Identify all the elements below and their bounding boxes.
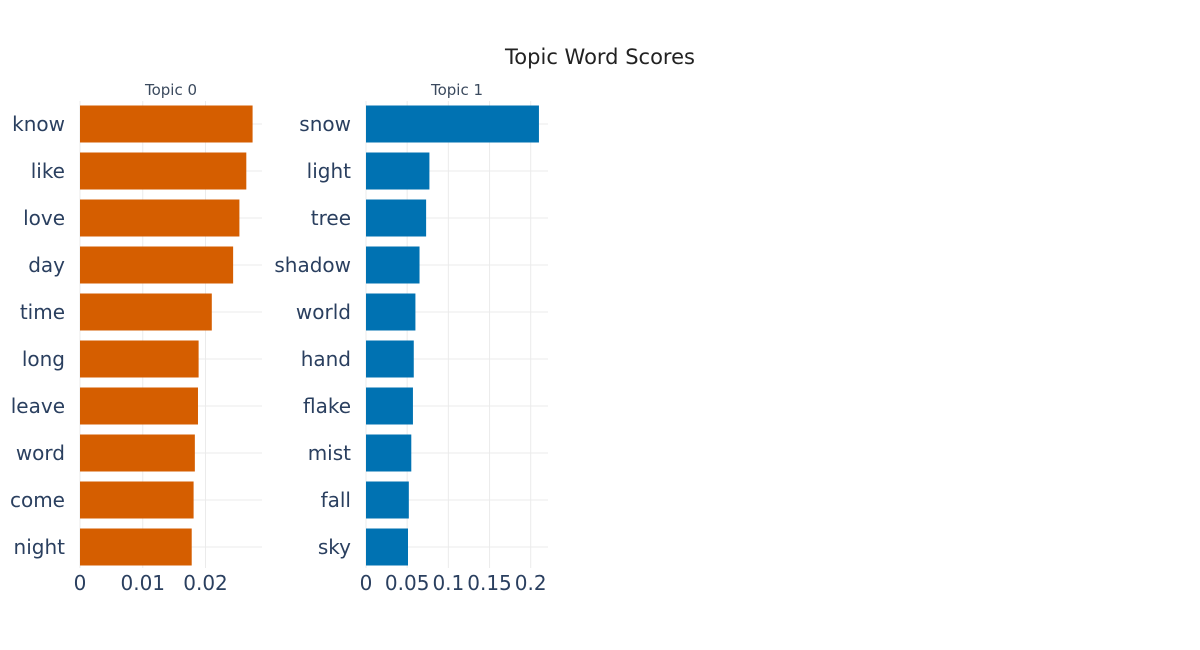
panels: Topic 0 know like love day time long leave word c…: [10, 81, 548, 595]
y-tick-label: come: [10, 488, 65, 512]
y-tick-label: leave: [11, 394, 65, 418]
x-tick-label: 0.2: [515, 571, 547, 595]
bar-time: [80, 293, 212, 331]
y-tick-label: night: [14, 535, 66, 559]
panel-topic-1: Topic 1 snow light tree shadow world hand flake…: [274, 81, 548, 595]
bar-leave: [80, 387, 198, 425]
x-tick-label: 0.01: [120, 571, 165, 595]
bar-snow: [366, 105, 539, 143]
x-tick-label: 0: [74, 571, 87, 595]
y-tick-label: flake: [303, 394, 351, 418]
y-tick-label: long: [22, 347, 65, 371]
y-tick-label: snow: [299, 112, 351, 136]
y-tick-label: word: [16, 441, 65, 465]
panel-subtitle: Topic 1: [430, 81, 483, 99]
y-tick-label: day: [28, 253, 65, 277]
panel-topic-0: Topic 0 know like love day time long leave word c…: [10, 81, 262, 595]
y-tick-label: love: [23, 206, 65, 230]
bar-word: [80, 434, 195, 472]
bar-day: [80, 246, 234, 284]
bar-like: [80, 152, 247, 190]
chart-title: Topic Word Scores: [504, 45, 695, 69]
bar-long: [80, 340, 199, 378]
y-tick-label: world: [296, 300, 351, 324]
y-tick-label: hand: [301, 347, 351, 371]
bar-night: [80, 528, 192, 566]
y-tick-label: mist: [308, 441, 351, 465]
bar-flake: [366, 387, 413, 425]
bar-world: [366, 293, 416, 331]
bar-sky: [366, 528, 408, 566]
x-tick-label: 0.15: [467, 571, 512, 595]
bar-come: [80, 481, 194, 519]
bar-mist: [366, 434, 412, 472]
bar-hand: [366, 340, 414, 378]
bar-fall: [366, 481, 409, 519]
bar-tree: [366, 199, 427, 237]
bar-light: [366, 152, 430, 190]
y-tick-label: light: [307, 159, 351, 183]
y-tick-label: fall: [321, 488, 351, 512]
bar-shadow: [366, 246, 420, 284]
y-tick-label: like: [31, 159, 65, 183]
x-tick-label: 0: [360, 571, 373, 595]
y-tick-label: know: [12, 112, 65, 136]
y-tick-label: time: [20, 300, 65, 324]
y-tick-label: shadow: [274, 253, 351, 277]
x-tick-label: 0.05: [385, 571, 430, 595]
bar-know: [80, 105, 253, 143]
panel-subtitle: Topic 0: [144, 81, 197, 99]
y-tick-label: sky: [318, 535, 351, 559]
bar-love: [80, 199, 240, 237]
x-tick-label: 0.02: [183, 571, 228, 595]
y-tick-label: tree: [311, 206, 351, 230]
x-tick-label: 0.1: [432, 571, 464, 595]
